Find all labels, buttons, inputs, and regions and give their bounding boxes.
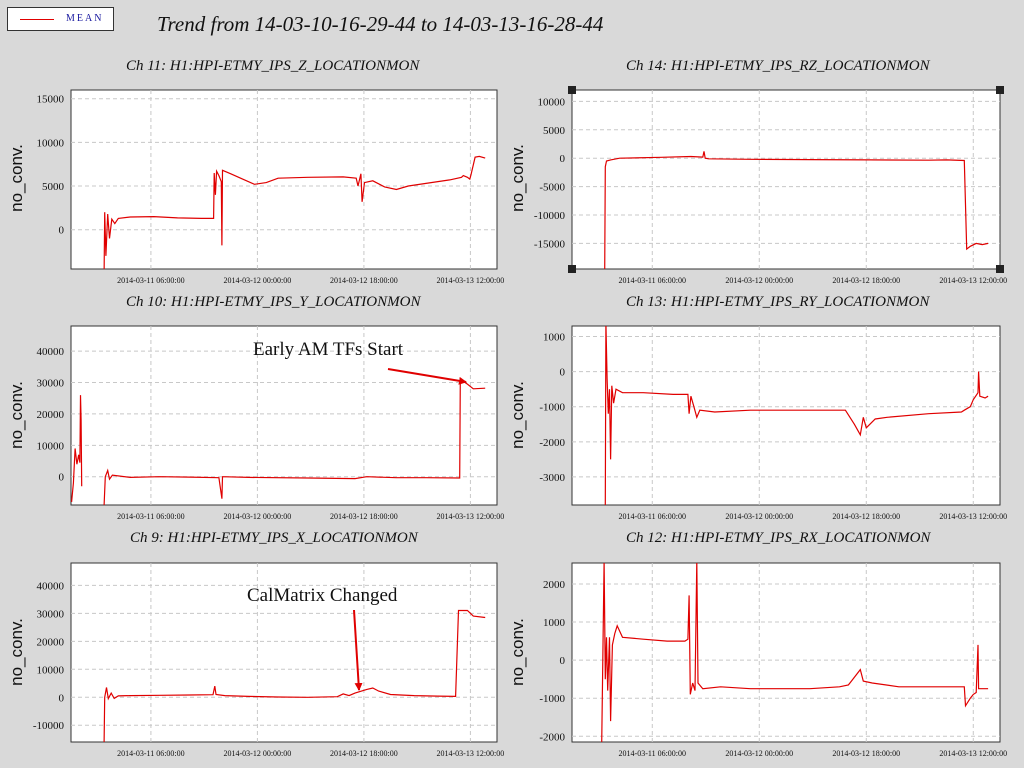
- y-tick-label: 30000: [37, 378, 65, 390]
- y-axis-label: no_conv.: [7, 618, 26, 686]
- y-tick-label: -10000: [33, 720, 65, 732]
- plot-area: [571, 562, 1001, 743]
- y-axis-label: no_conv.: [508, 618, 527, 686]
- annotation-arrow: [387, 368, 467, 385]
- chart-panel: -15000 -10000 -5000 0 5000 10000 2014-03-11 06…: [508, 86, 1007, 285]
- x-tick-label: 2014-03-12 18:00:00: [330, 276, 398, 285]
- y-tick-label: 10000: [37, 137, 65, 149]
- chart-title: Ch 10: H1:HPI-ETMY_IPS_Y_LOCATIONMON: [126, 294, 421, 310]
- x-tick-label: 2014-03-11 06:00:00: [117, 512, 184, 521]
- y-tick-label: 20000: [37, 636, 65, 648]
- x-tick-label: 2014-03-12 18:00:00: [330, 512, 398, 521]
- plot-area: [70, 562, 498, 743]
- x-tick-label: 2014-03-12 18:00:00: [832, 512, 900, 521]
- chart-title: Ch 14: H1:HPI-ETMY_IPS_RZ_LOCATIONMON: [626, 58, 930, 74]
- x-tick-label: 2014-03-13 12:00:00: [939, 512, 1007, 521]
- y-tick-label: -1000: [539, 402, 565, 414]
- y-tick-label: -3000: [539, 472, 565, 484]
- y-axis-label: no_conv.: [7, 144, 26, 212]
- series-line: [103, 378, 486, 505]
- annotation-arrow: [353, 609, 363, 691]
- plot-area: [70, 89, 498, 270]
- series-line: [103, 155, 486, 269]
- y-tick-label: 0: [59, 225, 65, 237]
- page-title: Trend from 14-03-10-16-29-44 to 14-03-13…: [157, 12, 604, 36]
- selection-handle: [568, 86, 576, 94]
- x-tick-label: 2014-03-13 12:00:00: [437, 749, 505, 758]
- x-tick-label: 2014-03-12 00:00:00: [224, 749, 292, 758]
- x-tick-label: 2014-03-12 00:00:00: [725, 512, 793, 521]
- series-line: [604, 151, 989, 269]
- x-tick-label: 2014-03-12 18:00:00: [832, 749, 900, 758]
- chart-title: Ch 12: H1:HPI-ETMY_IPS_RX_LOCATIONMON: [626, 530, 931, 546]
- x-tick-label: 2014-03-12 00:00:00: [224, 512, 292, 521]
- y-tick-label: -1000: [539, 693, 565, 705]
- chart-panel: -3000 -2000 -1000 0 1000 2014-03-11 06:00:00 2…: [508, 325, 1007, 521]
- y-tick-label: 0: [560, 367, 566, 379]
- y-tick-label: -10000: [534, 210, 566, 222]
- y-tick-label: -2000: [539, 731, 565, 743]
- x-tick-label: 2014-03-12 18:00:00: [330, 749, 398, 758]
- series-line: [103, 609, 486, 742]
- y-tick-label: -15000: [534, 238, 566, 250]
- y-tick-label: 0: [560, 655, 566, 667]
- y-tick-label: 1000: [543, 332, 566, 344]
- x-tick-label: 2014-03-11 06:00:00: [619, 276, 686, 285]
- annotation-text: CalMatrix Changed: [247, 585, 398, 606]
- x-tick-label: 2014-03-13 12:00:00: [939, 749, 1007, 758]
- chart-panel: 0 5000 10000 15000 2014-03-11 06:00:00 2014-0…: [7, 89, 505, 285]
- legend-swatch: [20, 19, 54, 20]
- y-axis-label: no_conv.: [508, 381, 527, 449]
- x-tick-label: 2014-03-11 06:00:00: [117, 749, 184, 758]
- x-tick-label: 2014-03-11 06:00:00: [619, 749, 686, 758]
- y-tick-label: 2000: [543, 579, 566, 591]
- x-tick-label: 2014-03-13 12:00:00: [437, 512, 505, 521]
- plot-area: [571, 89, 1001, 270]
- selection-handle: [568, 265, 576, 273]
- y-tick-label: 0: [59, 692, 65, 704]
- y-tick-label: 5000: [543, 125, 566, 137]
- y-tick-label: 20000: [37, 409, 65, 421]
- x-tick-label: 2014-03-12 18:00:00: [832, 276, 900, 285]
- plot-area: [70, 325, 498, 506]
- chart-panel: -10000 0 10000 20000 30000 40000 2014-03-11 06…: [7, 562, 505, 758]
- y-tick-label: 40000: [37, 346, 65, 358]
- legend: MEAN: [7, 7, 114, 31]
- x-tick-label: 2014-03-13 12:00:00: [939, 276, 1007, 285]
- chart-panel: 0 10000 20000 30000 40000 2014-03-11 06:00:00…: [7, 325, 505, 521]
- plot-area: [571, 325, 1001, 506]
- x-tick-label: 2014-03-11 06:00:00: [117, 276, 184, 285]
- y-tick-label: 0: [59, 472, 65, 484]
- y-tick-label: 40000: [37, 580, 65, 592]
- selection-handle: [996, 265, 1004, 273]
- series-line: [604, 326, 989, 505]
- x-tick-label: 2014-03-12 00:00:00: [224, 276, 292, 285]
- x-tick-label: 2014-03-13 12:00:00: [437, 276, 505, 285]
- y-tick-label: -2000: [539, 437, 565, 449]
- chart-panel: -2000 -1000 0 1000 2000 2014-03-11 06:00:00 20…: [508, 562, 1007, 758]
- series-line: [601, 563, 989, 742]
- y-tick-label: 15000: [37, 94, 65, 106]
- series-line: [71, 395, 83, 502]
- y-tick-label: 0: [560, 153, 566, 165]
- y-tick-label: 10000: [538, 96, 566, 108]
- legend-label: MEAN: [66, 13, 104, 24]
- y-tick-label: -5000: [539, 182, 565, 194]
- chart-title: Ch 9: H1:HPI-ETMY_IPS_X_LOCATIONMON: [130, 530, 418, 546]
- x-tick-label: 2014-03-12 00:00:00: [725, 749, 793, 758]
- y-tick-label: 1000: [543, 617, 566, 629]
- y-tick-label: 10000: [37, 440, 65, 452]
- selection-handle: [996, 86, 1004, 94]
- y-tick-label: 10000: [37, 664, 65, 676]
- x-tick-label: 2014-03-12 00:00:00: [725, 276, 793, 285]
- chart-title: Ch 11: H1:HPI-ETMY_IPS_Z_LOCATIONMON: [126, 58, 420, 74]
- y-axis-label: no_conv.: [7, 381, 26, 449]
- chart-title: Ch 13: H1:HPI-ETMY_IPS_RY_LOCATIONMON: [626, 294, 930, 310]
- y-tick-label: 30000: [37, 608, 65, 620]
- x-tick-label: 2014-03-11 06:00:00: [619, 512, 686, 521]
- annotation-text: Early AM TFs Start: [253, 339, 404, 360]
- y-axis-label: no_conv.: [508, 144, 527, 212]
- y-tick-label: 5000: [42, 181, 65, 193]
